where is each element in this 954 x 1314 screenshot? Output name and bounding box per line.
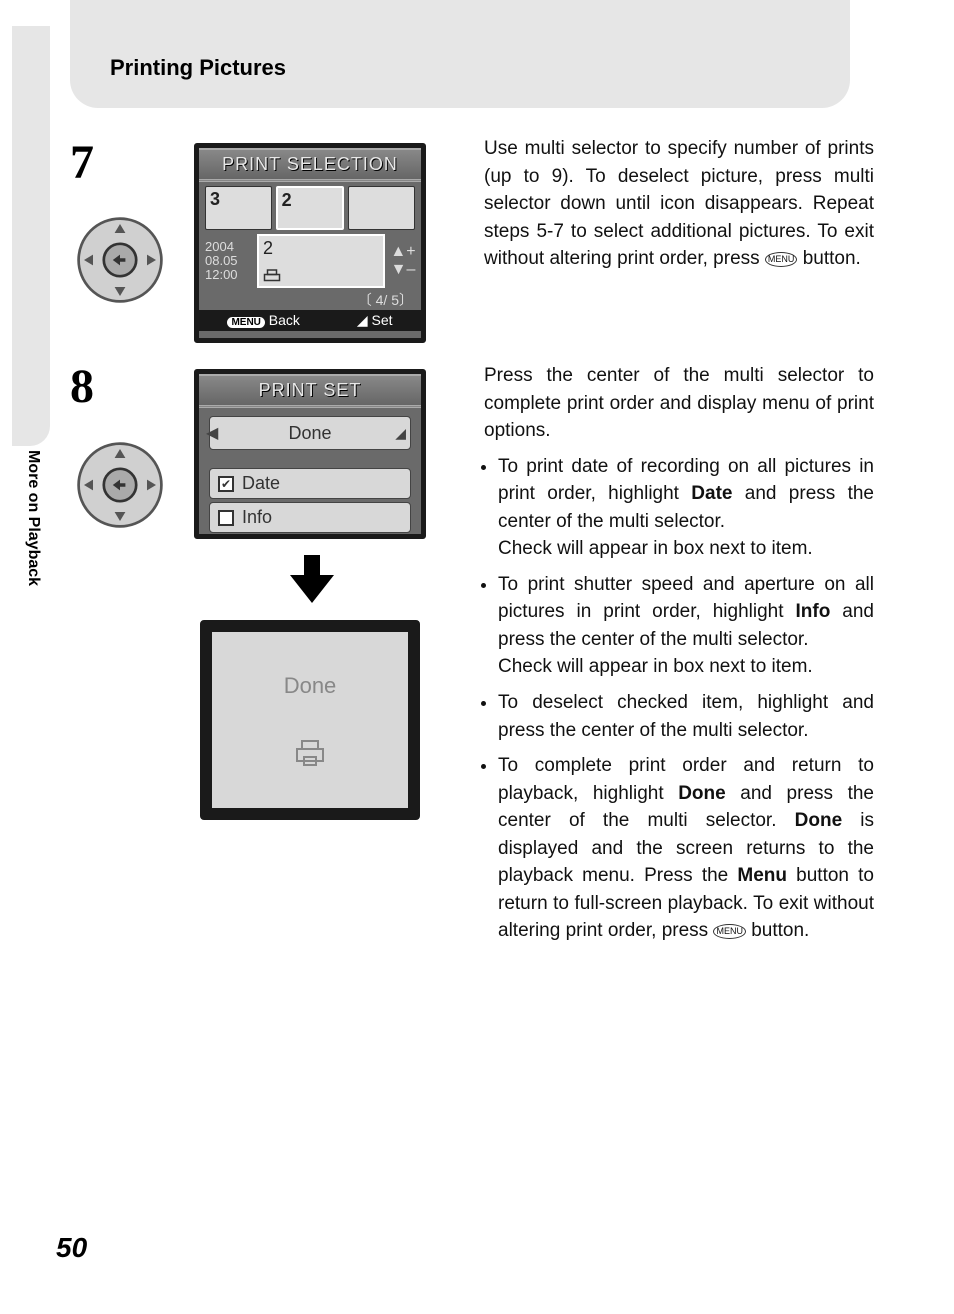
checkbox-checked-icon: ✔ bbox=[218, 476, 234, 492]
print-set-screen: PRINT SET ◀ Done ◢ ✔ Date Info bbox=[194, 369, 426, 539]
count-arrows: ▲+ ▼– bbox=[389, 243, 417, 279]
done-text: Done bbox=[284, 673, 337, 699]
menu-button-icon: MENU bbox=[713, 924, 746, 939]
multi-selector-icon bbox=[75, 440, 165, 530]
printer-icon bbox=[294, 739, 326, 767]
down-arrow-icon: ▼– bbox=[391, 261, 416, 279]
screen-title: PRINT SELECTION bbox=[199, 148, 421, 182]
step-7-text: Use multi selector to specify number of … bbox=[484, 135, 874, 273]
page-number: 50 bbox=[56, 1232, 87, 1264]
step-number-7: 7 bbox=[70, 135, 94, 190]
bullet-3: To deselect checked item, highlight and … bbox=[498, 689, 874, 744]
thumbnail-2: 2 bbox=[276, 186, 345, 230]
done-menu-item[interactable]: ◀ Done ◢ bbox=[209, 416, 411, 450]
enter-icon: ◢ bbox=[395, 425, 406, 442]
left-arrow-icon: ◀ bbox=[206, 423, 218, 443]
date-menu-item[interactable]: ✔ Date bbox=[209, 468, 411, 499]
side-tab bbox=[12, 26, 50, 446]
thumbnail-3 bbox=[348, 186, 415, 230]
up-arrow-icon: ▲+ bbox=[390, 243, 415, 261]
bullet-2: To print shutter speed and aperture on a… bbox=[498, 571, 874, 681]
bullet-list: To print date of recording on all pictur… bbox=[484, 453, 874, 945]
screen-footer: MENU Back ◢ Set bbox=[199, 310, 421, 331]
back-label: MENU Back bbox=[227, 312, 299, 329]
page-title: Printing Pictures bbox=[110, 55, 850, 81]
center-row: 2004 08.05 12:00 2 ▲+ ▼– bbox=[199, 232, 421, 290]
thumbnail-row: 3 2 bbox=[199, 182, 421, 232]
side-section-label: More on Playback bbox=[24, 450, 42, 586]
screen-title: PRINT SET bbox=[199, 374, 421, 408]
step-8-text: Press the center of the multi selector t… bbox=[484, 362, 874, 953]
info-menu-item[interactable]: Info bbox=[209, 502, 411, 533]
print-selection-screen: PRINT SELECTION 3 2 2004 08.05 12:00 2 ▲… bbox=[194, 143, 426, 343]
checkbox-empty-icon bbox=[218, 510, 234, 526]
header-box: Printing Pictures bbox=[70, 0, 850, 108]
bullet-1: To print date of recording on all pictur… bbox=[498, 453, 874, 563]
date-block: 2004 08.05 12:00 bbox=[203, 240, 253, 283]
bullet-4: To complete print order and return to pl… bbox=[498, 752, 874, 945]
multi-selector-icon bbox=[75, 215, 165, 305]
thumbnail-1: 3 bbox=[205, 186, 272, 230]
arrow-down-icon bbox=[290, 555, 334, 603]
menu-button-icon: MENU bbox=[765, 252, 798, 267]
frame-counter: 〔 4/ 5〕 bbox=[199, 290, 421, 310]
set-label: ◢ Set bbox=[357, 312, 393, 329]
printer-mark-icon bbox=[263, 268, 281, 284]
selected-thumbnail: 2 bbox=[257, 234, 385, 288]
step-number-8: 8 bbox=[70, 359, 94, 414]
done-confirmation-screen: Done bbox=[200, 620, 420, 820]
